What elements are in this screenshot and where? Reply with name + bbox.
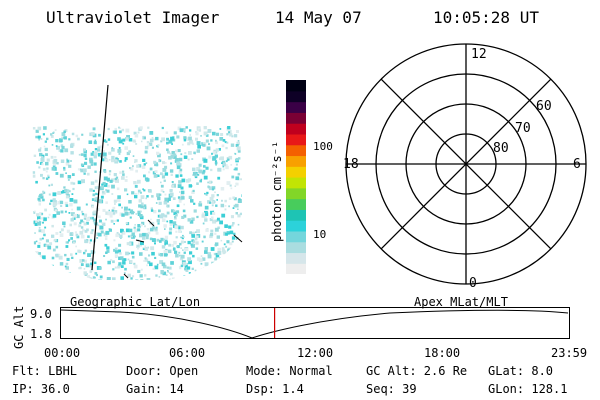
orbit-y-axis-label: GC Alt: [12, 305, 26, 349]
colorbar-swatch: [286, 263, 306, 275]
coastline-mark: [147, 219, 155, 227]
colorbar-swatch: [286, 241, 306, 254]
coastline-mark: [233, 234, 243, 243]
colorbar-swatch: [286, 230, 306, 243]
status-seq: Seq: 39: [366, 382, 417, 396]
polar-mlat-mlt-plot: 12 0 18 6 60 70 80: [343, 43, 587, 291]
uv-image-panel: [32, 84, 243, 280]
colorbar-swatch: [286, 144, 306, 157]
color-scale-bar: [286, 80, 306, 275]
orbit-altitude-plot: [60, 307, 570, 339]
status-gc-alt: GC Alt: 2.6 Re: [366, 364, 468, 378]
polar-axis-diagonal: [380, 78, 552, 250]
colorbar-swatch: [286, 220, 306, 232]
status-glon: GLon: 128.1: [488, 382, 568, 396]
mlt-label-6: 6: [573, 157, 581, 172]
status-ip: IP: 36.0: [12, 382, 70, 396]
colorbar-swatch: [286, 80, 306, 92]
status-glat: GLat: 8.0: [488, 364, 554, 378]
status-dsp: Dsp: 1.4: [246, 382, 304, 396]
colorbar-swatch: [286, 112, 306, 124]
date-label: 14 May 07: [275, 8, 362, 27]
colorbar-swatch: [286, 198, 306, 210]
colorbar-unit-label: photon cm⁻²s⁻¹: [270, 140, 284, 242]
colorbar-swatch: [286, 101, 306, 113]
colorbar-swatch: [286, 252, 306, 264]
colorbar-swatch: [286, 155, 306, 167]
app-title: Ultraviolet Imager: [46, 8, 220, 27]
colorbar-tick-100: 100: [313, 140, 333, 153]
orbit-y-tick-max: 9.0: [30, 307, 52, 321]
colorbar-swatch: [286, 177, 306, 189]
coastline-mark: [123, 273, 129, 279]
status-filter: Flt: LBHL: [12, 364, 78, 378]
colorbar-swatch: [286, 133, 306, 146]
mlat-label-70: 70: [515, 121, 531, 136]
orbit-y-tick-min: 1.8: [30, 327, 52, 341]
mlat-label-80: 80: [493, 141, 509, 156]
orbit-left-caption: Geographic Lat/Lon: [70, 295, 201, 309]
orbit-x-tick-0000: 00:00: [44, 346, 81, 360]
uv-image-pixels: [32, 126, 242, 280]
colorbar-swatch: [286, 123, 306, 135]
colorbar-swatch: [286, 209, 306, 221]
orbit-x-tick-1200: 12:00: [297, 346, 334, 360]
status-gain: Gain: 14: [126, 382, 184, 396]
coastline-mark: [135, 239, 145, 243]
status-door: Door: Open: [126, 364, 199, 378]
colorbar-swatch: [286, 187, 306, 200]
mlat-label-60: 60: [536, 99, 552, 114]
terminator-line: [91, 84, 109, 271]
orbit-x-tick-2359: 23:59: [551, 346, 588, 360]
status-mode: Mode: Normal: [246, 364, 333, 378]
time-label: 10:05:28 UT: [433, 8, 539, 27]
mlt-label-0: 0: [469, 276, 477, 291]
orbit-x-tick-0600: 06:00: [169, 346, 206, 360]
orbit-plot-frame: [60, 307, 570, 339]
mlt-label-12: 12: [471, 47, 487, 62]
orbit-right-caption: Apex MLat/MLT: [414, 295, 508, 309]
mlt-label-18: 18: [343, 157, 359, 172]
orbit-altitude-curve: [60, 309, 569, 339]
orbit-x-tick-1800: 18:00: [424, 346, 461, 360]
colorbar-swatch: [286, 166, 306, 178]
colorbar-swatch: [286, 90, 306, 103]
colorbar-tick-10: 10: [313, 228, 327, 241]
